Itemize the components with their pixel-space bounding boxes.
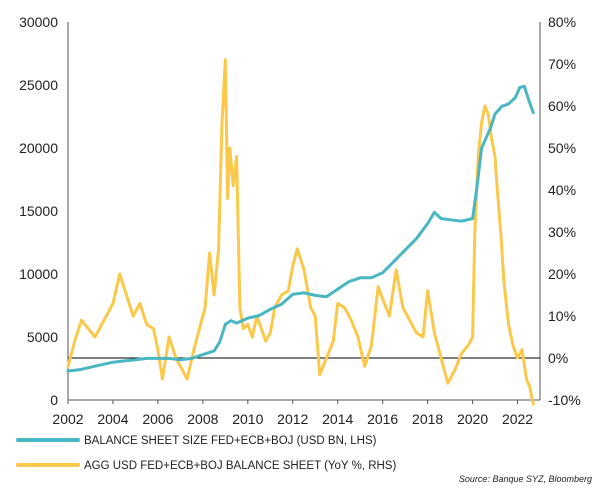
x-tick-label: 2020 [457, 411, 488, 427]
y-right-tick-label: 70% [548, 56, 576, 72]
source-note: Source: Banque SYZ, Bloomberg [459, 474, 592, 484]
y-left-tick-label: 10000 [19, 266, 58, 282]
y-right-tick-label: 80% [548, 14, 576, 30]
legend: BALANCE SHEET SIZE FED+ECB+BOJ (USD BN, … [16, 435, 396, 472]
x-tick-label: 2018 [412, 411, 443, 427]
x-tick-label: 2004 [97, 411, 128, 427]
y-left-tick-label: 25000 [19, 77, 58, 93]
x-tick-label: 2002 [52, 411, 83, 427]
y-right-tick-label: -10% [548, 392, 581, 408]
legend-label: AGG USD FED+ECB+BOJ BALANCE SHEET (YoY %… [84, 460, 396, 472]
y-right-tick-label: 10% [548, 308, 576, 324]
y-left-tick-label: 0 [50, 392, 58, 408]
y-left-tick-label: 5000 [27, 329, 58, 345]
x-tick-label: 2014 [322, 411, 353, 427]
y-right-tick-label: 20% [548, 266, 576, 282]
legend-label: BALANCE SHEET SIZE FED+ECB+BOJ (USD BN, … [84, 435, 377, 447]
y-right-tick-label: 0% [548, 350, 568, 366]
y-right-tick-label: 50% [548, 140, 576, 156]
x-tick-label: 2012 [277, 411, 308, 427]
x-tick-label: 2008 [187, 411, 218, 427]
series-line-yoy-pct [66, 58, 535, 406]
y-left-tick-label: 20000 [19, 140, 58, 156]
x-tick-label: 2016 [367, 411, 398, 427]
y-left-tick-label: 15000 [19, 203, 58, 219]
y-left-tick-label: 30000 [19, 14, 58, 30]
y-right-tick-label: 60% [548, 98, 576, 114]
axes-layer: 0 5000 10000 15000 20000 25000 30000 -10% 0% 10% 2… [19, 14, 581, 427]
x-tick-label: 2010 [232, 411, 263, 427]
y-right-tick-label: 30% [548, 224, 576, 240]
x-tick-label: 2022 [502, 411, 533, 427]
series-layer [66, 58, 535, 406]
x-tick-label: 2006 [142, 411, 173, 427]
y-right-tick-label: 40% [548, 182, 576, 198]
series-line-balance-sheet [66, 84, 535, 373]
